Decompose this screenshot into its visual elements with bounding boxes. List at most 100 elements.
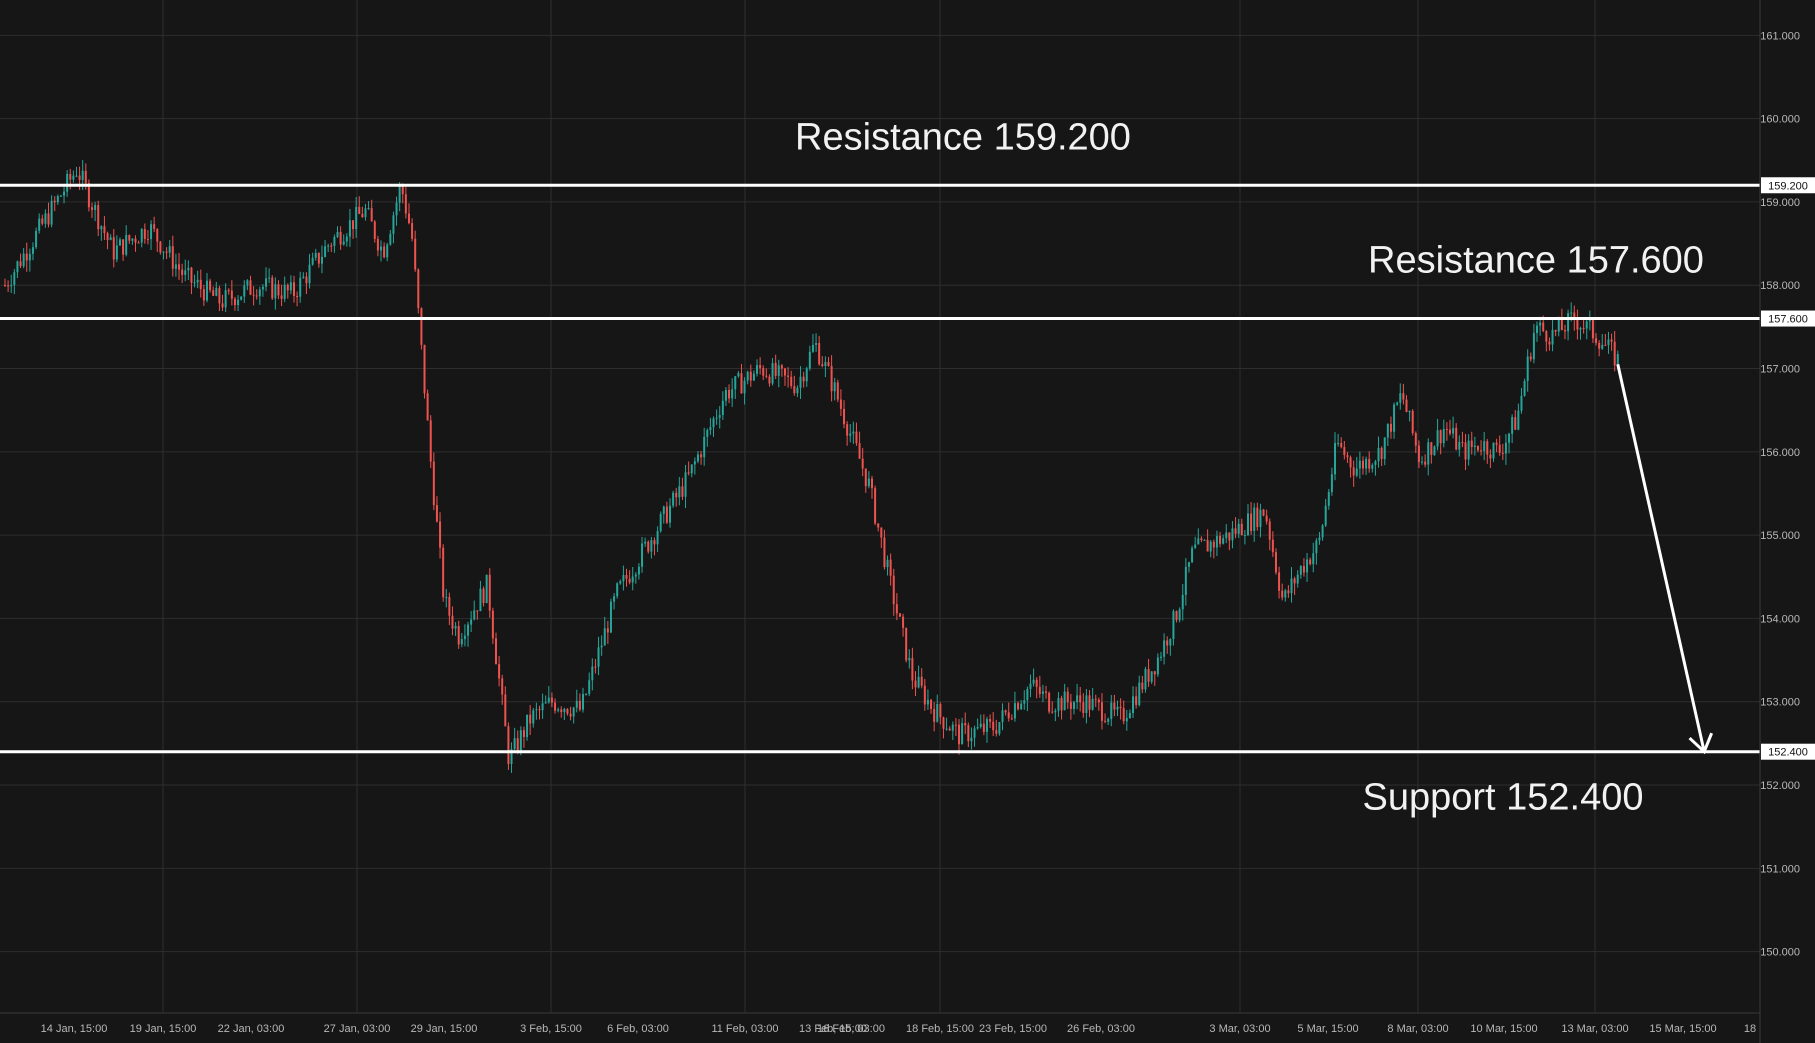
- candle-body: [498, 664, 501, 679]
- candle-body: [1085, 695, 1088, 714]
- candle-body: [684, 472, 687, 497]
- candle-body: [1414, 433, 1417, 446]
- candle-body: [1141, 682, 1144, 690]
- candle-body: [1452, 427, 1455, 434]
- x-tick-label: 14 Jan, 15:00: [41, 1023, 108, 1035]
- candle-body: [998, 722, 1001, 734]
- candle-body: [830, 365, 833, 392]
- candle-body: [1212, 541, 1215, 548]
- candle-body: [1265, 515, 1268, 522]
- candle-body: [908, 658, 911, 661]
- x-tick-label: 11 Feb, 03:00: [711, 1023, 778, 1035]
- candle-body: [1020, 703, 1023, 710]
- candle-body: [749, 371, 752, 381]
- candle-body: [460, 639, 463, 645]
- candlestick-series: [4, 160, 1619, 773]
- candle-body: [286, 284, 289, 291]
- y-tick-label: 150.000: [1760, 947, 1800, 959]
- candle-body: [258, 289, 261, 297]
- support-resistance-levels: 159.200 Resistance 159.200 157.600 Resistan…: [0, 116, 1815, 819]
- candle-body: [28, 253, 31, 261]
- candle-body: [1598, 342, 1601, 349]
- candle-body: [22, 253, 25, 267]
- candle-body: [665, 506, 668, 523]
- candle-body: [690, 464, 693, 474]
- candle-body: [1125, 718, 1128, 722]
- candle-body: [1209, 541, 1212, 552]
- candle-body: [777, 365, 780, 376]
- candle-body: [1358, 460, 1361, 469]
- candle-body: [274, 284, 277, 299]
- x-tick-label: 29 Jan, 15:00: [411, 1023, 478, 1035]
- candle-body: [780, 365, 783, 369]
- candle-body: [1004, 710, 1007, 713]
- candle-body: [1237, 523, 1240, 534]
- candle-body: [1312, 553, 1315, 565]
- y-tick-label: 156.000: [1760, 447, 1800, 459]
- candle-body: [948, 728, 951, 731]
- candle-body: [103, 226, 106, 234]
- candle-body: [488, 574, 491, 611]
- candle-body: [358, 206, 361, 214]
- candle-body: [992, 721, 995, 731]
- candle-body: [1219, 535, 1222, 544]
- candle-body: [1299, 566, 1302, 575]
- candle-body: [696, 454, 699, 462]
- candle-body: [240, 296, 243, 300]
- candle-body: [1119, 706, 1122, 709]
- candle-body: [637, 566, 640, 575]
- x-tick-label: 3 Feb, 15:00: [520, 1023, 582, 1035]
- candle-body: [249, 280, 252, 295]
- candle-body: [1013, 703, 1016, 719]
- candle-body: [982, 723, 985, 733]
- candle-body: [451, 615, 454, 629]
- candle-body: [302, 276, 305, 278]
- candle-body: [1411, 410, 1414, 434]
- x-tick-label: 18 Feb, 15:00: [906, 1023, 974, 1035]
- candle-body: [184, 270, 187, 275]
- candle-body: [140, 229, 143, 243]
- candle-body: [112, 237, 115, 260]
- candle-body: [827, 362, 830, 366]
- candle-body: [833, 382, 836, 392]
- candle-body: [143, 229, 146, 239]
- candle-body: [1389, 423, 1392, 432]
- level-price-tag: [1761, 310, 1815, 327]
- candle-body: [1302, 566, 1305, 573]
- candle-body: [572, 707, 575, 717]
- candle-body: [314, 252, 317, 258]
- candle-body: [1281, 590, 1284, 598]
- candle-body: [181, 269, 184, 275]
- candle-body: [84, 170, 87, 184]
- candle-body: [348, 220, 351, 237]
- candle-body: [1461, 442, 1464, 444]
- candle-body: [72, 175, 75, 180]
- candle-body: [13, 272, 16, 285]
- candle-body: [675, 492, 678, 498]
- x-tick-label: 8 Mar, 03:00: [1387, 1023, 1448, 1035]
- candle-body: [305, 276, 308, 284]
- candle-body: [320, 256, 323, 264]
- candle-body: [1324, 505, 1327, 526]
- candle-body: [1365, 458, 1368, 469]
- candle-body: [591, 666, 594, 681]
- candle-body: [1579, 328, 1582, 330]
- candle-body: [1222, 538, 1225, 544]
- candle-body: [1567, 313, 1570, 332]
- candle-body: [1563, 330, 1566, 332]
- candle-body: [435, 505, 438, 522]
- candle-body: [4, 285, 6, 287]
- level-annotation: Resistance 159.200: [795, 116, 1131, 158]
- candle-body: [1439, 430, 1442, 444]
- candle-body: [1256, 507, 1259, 528]
- candle-body: [392, 215, 395, 234]
- candle-body: [771, 363, 774, 384]
- candle-body: [230, 290, 233, 299]
- candle-body: [109, 237, 112, 241]
- candle-body: [790, 376, 793, 386]
- candle-body: [448, 597, 451, 616]
- candle-body: [1038, 686, 1041, 694]
- candle-body: [1122, 708, 1125, 722]
- candle-body: [1032, 679, 1035, 684]
- candle-body: [920, 676, 923, 686]
